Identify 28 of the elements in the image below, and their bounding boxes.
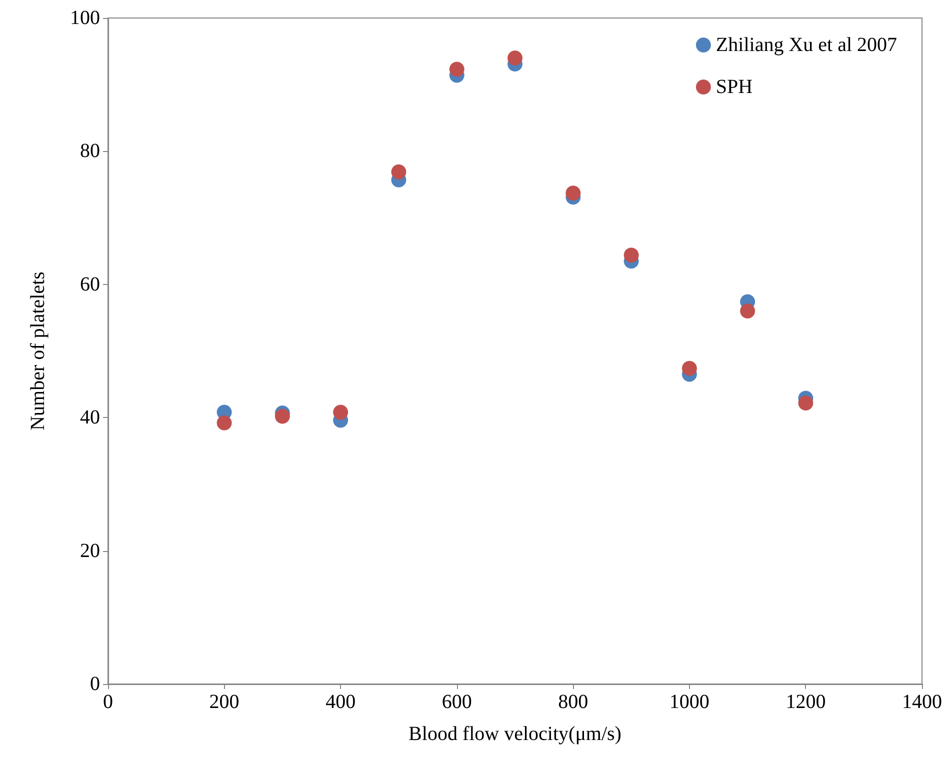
point (682, 360, 697, 376)
x-tick-label: 400 (326, 691, 356, 713)
y-tick-label: 60 (80, 273, 100, 296)
x-tick-label: 800 (558, 691, 588, 713)
point (449, 62, 464, 77)
y-axis-title: Number of platelets (27, 271, 49, 430)
point (740, 304, 756, 319)
point (274, 408, 290, 424)
y-tick-label: 40 (80, 406, 100, 429)
point (566, 186, 581, 201)
legend-label: Zhiliang Xu et al 2007 (716, 34, 898, 56)
y-tick-label: 100 (70, 7, 100, 29)
point (391, 164, 406, 180)
point (333, 404, 348, 420)
point (624, 248, 639, 263)
y-tick-label: 80 (80, 140, 100, 162)
y-tick-label: 20 (80, 540, 100, 562)
x-tick-label: 1400 (902, 691, 942, 713)
y-tick-label: 0 (90, 673, 100, 695)
x-tick-label: 600 (442, 691, 472, 713)
x-tick-label: 200 (209, 691, 240, 713)
x-axis-title: Blood flow velocity(μm/s) (408, 723, 622, 745)
x-tick-label: 1200 (786, 691, 826, 713)
point (798, 395, 814, 410)
point (216, 415, 232, 430)
point (508, 50, 522, 66)
x-tick-label: 1000 (669, 691, 710, 713)
legend-label: SPH (716, 76, 753, 98)
